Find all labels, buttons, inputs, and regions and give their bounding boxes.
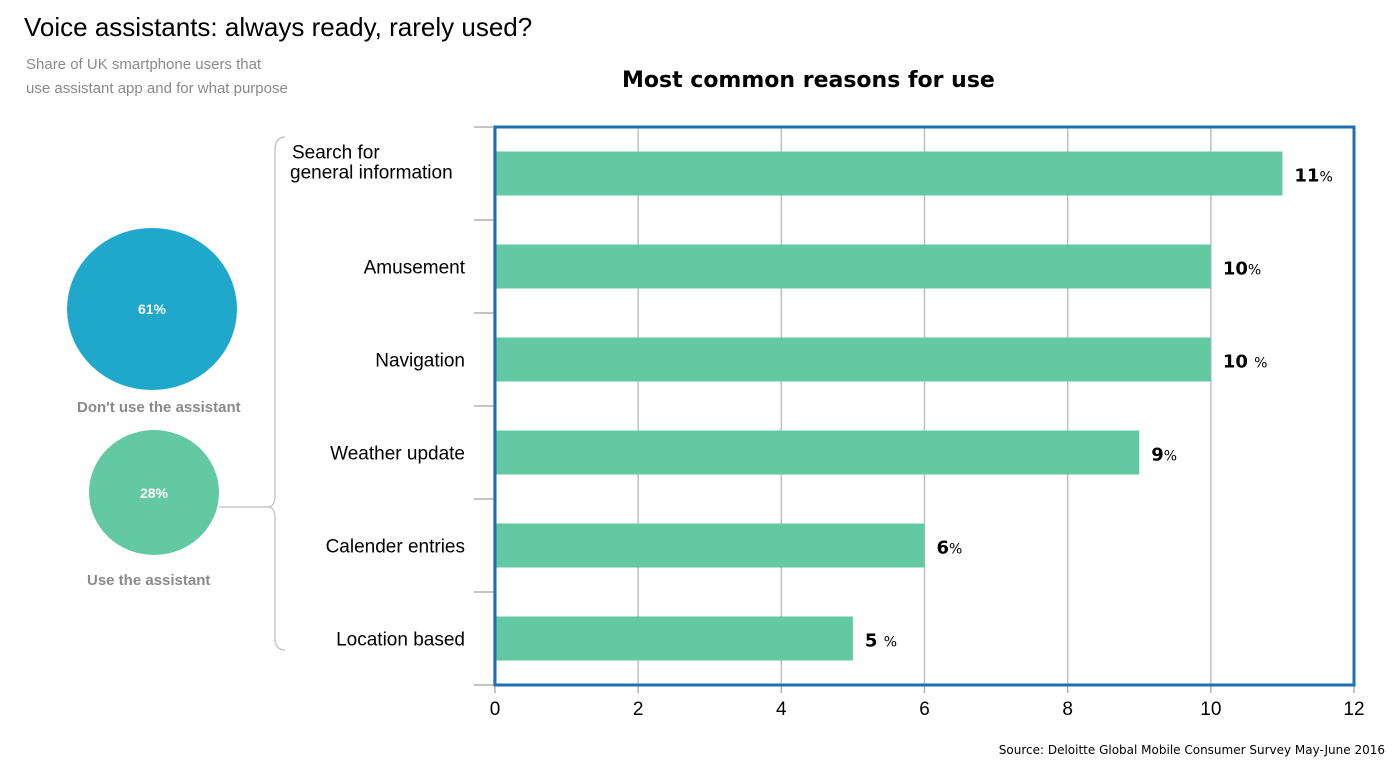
category-label: Calender entries <box>326 537 465 558</box>
page-subtitle: Share of UK smartphone users that use as… <box>26 53 288 101</box>
value-label: 11% <box>1294 166 1332 187</box>
x-tick-label: 2 <box>633 699 644 720</box>
chart-title: Most common reasons for use <box>622 68 995 93</box>
use-value: 28% <box>139 484 169 501</box>
category-label: Location based <box>336 630 465 651</box>
x-tick-label: 0 <box>490 699 501 720</box>
category-label: Navigation <box>375 351 465 372</box>
page-title: Voice assistants: always ready, rarely u… <box>24 12 533 42</box>
bar <box>495 337 1211 382</box>
bar <box>495 523 925 568</box>
bar <box>495 616 853 661</box>
source-note: Source: Deloitte Global Mobile Consumer … <box>998 743 1385 757</box>
x-tick-label: 12 <box>1343 699 1364 720</box>
category-label: Search for general information <box>290 143 453 184</box>
subtitle-line: use assistant app and for what purpose <box>26 80 288 97</box>
bar <box>495 151 1283 196</box>
subtitle-line: Share of UK smartphone users that <box>26 56 262 73</box>
dont-use-value: 61% <box>137 301 167 317</box>
value-label: 5 % <box>865 631 897 652</box>
bar <box>495 244 1211 289</box>
x-tick-label: 8 <box>1062 699 1073 720</box>
category-label: Weather update <box>330 444 465 465</box>
dont-use-bubble: 61% <box>67 228 237 390</box>
x-tick-label: 10 <box>1200 699 1221 720</box>
x-tick-label: 6 <box>919 699 930 720</box>
dont-use-label: Don't use the assistant <box>77 399 241 416</box>
use-label: Use the assistant <box>87 572 211 589</box>
use-bubble: 28% <box>89 430 219 555</box>
bracket <box>267 136 286 651</box>
value-label: 10 % <box>1223 352 1268 373</box>
bar <box>495 430 1140 475</box>
value-label: 10% <box>1223 259 1261 280</box>
value-label: 9% <box>1151 445 1177 466</box>
value-label: 6% <box>937 538 963 559</box>
x-tick-label: 4 <box>776 699 787 720</box>
category-label: Amusement <box>364 258 466 279</box>
chart-layer: 0 2 4 6 8 10 12 Search for general information 11… <box>290 125 1365 720</box>
plot-frame <box>493 125 1356 687</box>
